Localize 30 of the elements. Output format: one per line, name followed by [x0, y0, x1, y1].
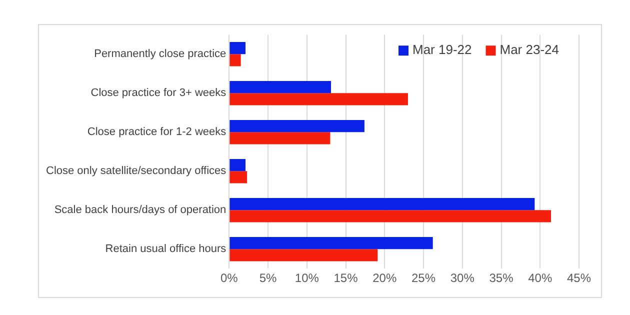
bar	[230, 159, 246, 172]
y-tick-label: Retain usual office hours	[105, 243, 227, 256]
x-tick-label: 30%	[450, 271, 475, 286]
y-tick-label: Permanently close practice	[94, 48, 226, 60]
bar	[230, 54, 241, 66]
y-tick-label: Close only satellite/secondary offices	[46, 165, 227, 178]
bar	[230, 81, 332, 94]
bar	[230, 132, 330, 144]
y-tick-label: Close practice for 1-2 weeks	[87, 126, 227, 138]
bar	[230, 237, 433, 250]
bar	[230, 42, 246, 54]
x-tick-label: 10%	[294, 271, 320, 286]
x-tick-label: 35%	[489, 271, 514, 286]
x-tick-label: 45%	[566, 271, 592, 286]
bar	[230, 120, 364, 132]
y-tick-label: Scale back hours/days of operation	[54, 204, 226, 216]
bar	[230, 198, 535, 210]
y-tick-label: Close practice for 3+ weeks	[90, 87, 227, 100]
bar	[230, 210, 552, 222]
x-tick-label: 40%	[528, 271, 552, 286]
bar	[230, 249, 378, 262]
legend-label: Mar 19-22	[412, 42, 472, 58]
x-tick-label: 0%	[220, 271, 238, 286]
x-tick-label: 20%	[372, 271, 397, 286]
bar	[230, 93, 408, 106]
bar	[230, 171, 248, 184]
legend-label: Mar 23-24	[500, 42, 559, 58]
x-tick-label: 15%	[334, 271, 358, 286]
x-tick-label: 25%	[412, 271, 436, 286]
x-tick-label: 5%	[259, 271, 278, 286]
